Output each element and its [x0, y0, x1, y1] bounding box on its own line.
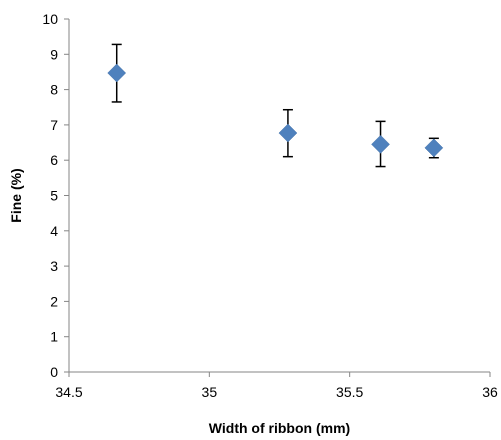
y-axis-label: Fine (%): [8, 168, 24, 222]
x-axis-label: Width of ribbon (mm): [209, 420, 350, 436]
data-points: [107, 63, 444, 158]
x-tick-label: 36: [482, 384, 498, 400]
error-bars: [111, 43, 439, 168]
y-tick-label: 0: [50, 364, 58, 380]
x-tick-label: 35: [202, 384, 218, 400]
y-tick-label: 1: [50, 329, 58, 345]
y-tick-label: 4: [50, 223, 58, 239]
data-point-diamond: [278, 123, 298, 143]
y-tick-label: 7: [50, 117, 58, 133]
data-point-diamond: [371, 134, 390, 154]
x-tick-label: 35.5: [336, 384, 363, 400]
y-tick-label: 8: [50, 82, 58, 98]
x-tick-label: 34.5: [55, 384, 82, 400]
data-point-diamond: [107, 63, 127, 83]
y-tick-label: 5: [50, 188, 58, 204]
y-tick-label: 2: [50, 293, 58, 309]
data-point-diamond: [424, 138, 444, 158]
y-tick-label: 10: [42, 11, 58, 27]
x-axis-ticks: 34.5 35 35.5 36: [55, 372, 498, 400]
y-tick-label: 6: [50, 152, 58, 168]
y-tick-label: 3: [50, 258, 58, 274]
y-tick-label: 9: [50, 46, 58, 62]
y-axis-ticks: 0 1 2 3 4 5 6 7 8 9 10: [42, 11, 69, 380]
